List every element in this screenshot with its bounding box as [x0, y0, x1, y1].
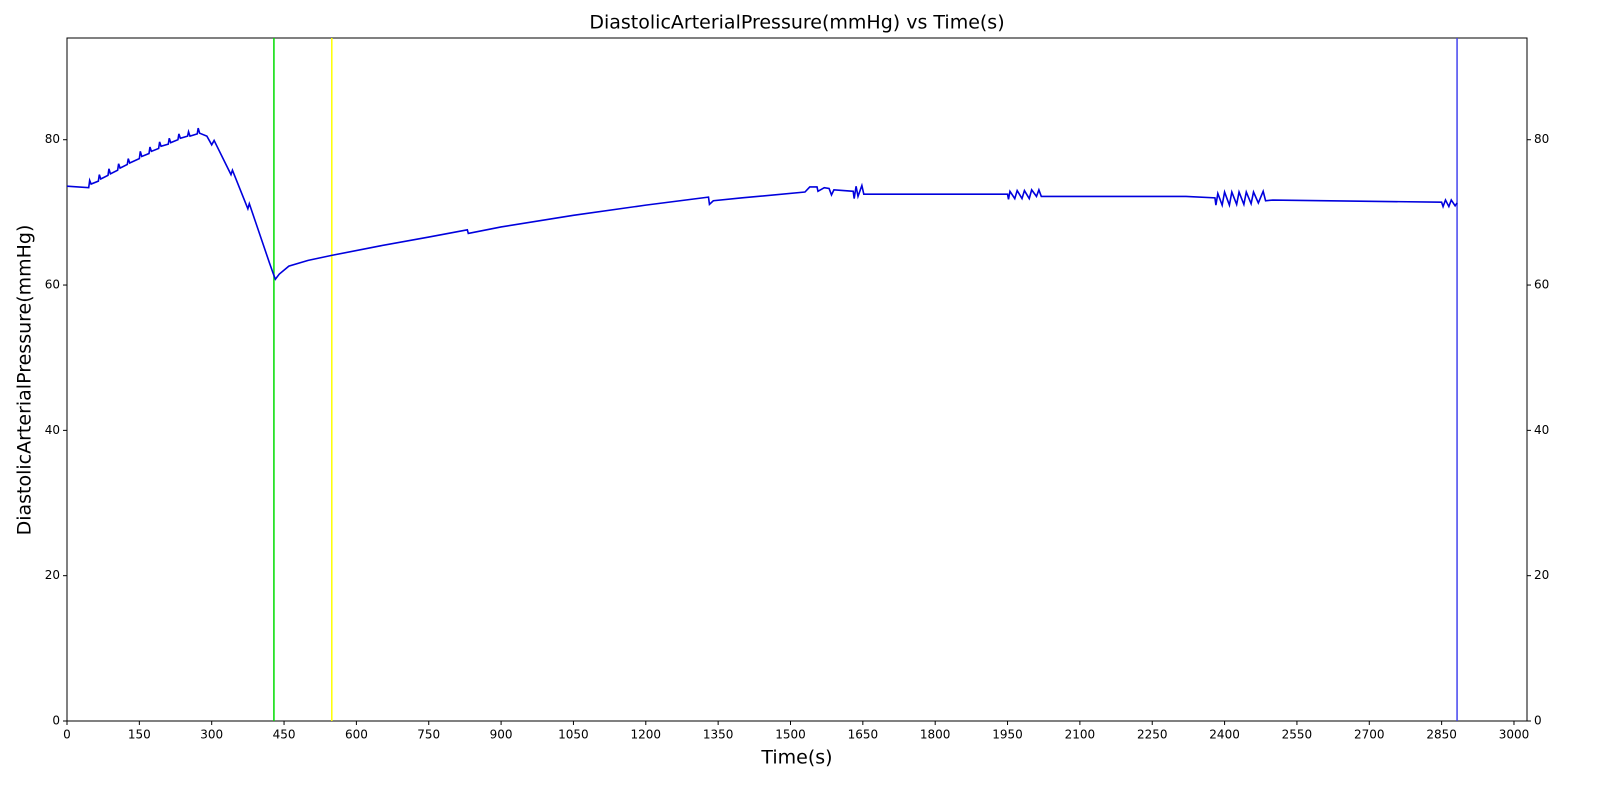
x-tick-label: 1650	[848, 728, 879, 742]
y-tick-label: 20	[45, 568, 60, 582]
x-axis-label: Time(s)	[760, 747, 832, 769]
x-tick-label: 900	[490, 728, 513, 742]
x-tick-label: 2850	[1426, 728, 1457, 742]
plot-frame	[66, 37, 1528, 722]
x-tick-label: 2100	[1065, 728, 1096, 742]
x-tick-label: 1200	[631, 728, 662, 742]
x-tick-label: 1350	[703, 728, 734, 742]
y-axis-label: DiastolicArterialPressure(mmHg)	[14, 225, 36, 536]
x-tick-label: 2250	[1137, 728, 1168, 742]
y2-tick-label: 80	[1534, 132, 1549, 146]
x-tick-label: 1950	[992, 728, 1023, 742]
x-tick-label: 450	[273, 728, 296, 742]
x-tick-label: 150	[128, 728, 151, 742]
x-tick-label: 2550	[1282, 728, 1313, 742]
y2-tick-label: 60	[1534, 278, 1549, 292]
data-line	[66, 127, 1458, 281]
y2-tick-label: 40	[1534, 423, 1549, 437]
x-tick-label: 3000	[1499, 728, 1530, 742]
y2-tick-label: 0	[1534, 714, 1542, 728]
chart-title: DiastolicArterialPressure(mmHg) vs Time(…	[589, 12, 1004, 34]
x-tick-label: 1500	[775, 728, 806, 742]
x-tick-label: 1050	[558, 728, 589, 742]
y-tick-label: 60	[45, 278, 60, 292]
x-tick-label: 750	[417, 728, 440, 742]
y-tick-label: 80	[45, 132, 60, 146]
x-tick-label: 2400	[1209, 728, 1240, 742]
x-tick-label: 300	[200, 728, 223, 742]
x-tick-label: 600	[345, 728, 368, 742]
x-tick-label: 0	[63, 728, 71, 742]
x-tick-label: 1800	[920, 728, 951, 742]
y-tick-label: 0	[52, 714, 60, 728]
x-tick-label: 2700	[1354, 728, 1385, 742]
y-tick-label: 40	[45, 423, 60, 437]
y2-tick-label: 20	[1534, 568, 1549, 582]
